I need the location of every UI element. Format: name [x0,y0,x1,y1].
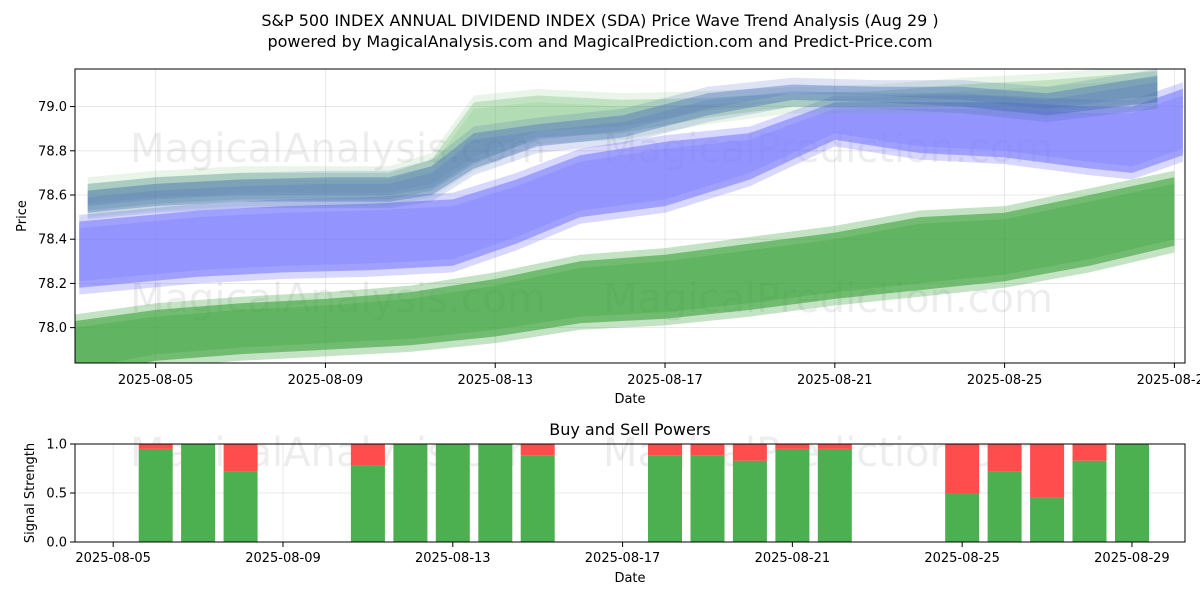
x-tick-label: 2025-08-05 [75,551,151,566]
y-tick-label: 79.0 [38,100,67,115]
sell-bar [987,444,1022,472]
y-tick-label: 78.4 [38,233,67,248]
signal-chart-title: Buy and Sell Powers [549,420,711,439]
buy-bar [732,460,767,542]
y-tick-label: 78.6 [38,189,67,204]
buy-bar [945,493,980,542]
buy-bar [138,448,173,542]
x-tick-label: 2025-08-21 [755,551,831,566]
x-tick-label: 2025-08-29 [1094,551,1170,566]
x-tick-label: 2025-08-09 [245,551,321,566]
x-tick-label: 2025-08-17 [627,373,703,388]
y-tick-label: 78.8 [38,144,67,159]
blue-prediction-band-variant [79,82,1183,282]
x-tick-label: 2025-08-13 [415,551,491,566]
x-tick-label: 2025-08-13 [457,373,533,388]
signal-x-ticks: 2025-08-05 2025-08-09 2025-08-13 2025-08-17… [75,542,1170,566]
signal-bars [138,444,1149,542]
sell-bar [775,444,810,449]
y-tick-label: 0.5 [46,487,67,502]
buy-bar [775,448,810,542]
green-prediction-band [75,177,1175,363]
sell-bar [520,444,555,456]
blue-wave-cluster-variant [87,69,1158,207]
x-tick-label: 2025-08-17 [585,551,661,566]
price-bands [75,69,1183,363]
green-prediction-band-variant [75,170,1175,363]
buy-bar [817,448,852,542]
sell-bar [350,444,385,466]
buy-bar [435,444,470,542]
price-x-ticks: 2025-08-05 2025-08-09 2025-08-13 2025-08-17… [118,363,1200,388]
green-wave-cluster [87,71,1158,211]
price-y-ticks: 78.0 78.2 78.4 78.6 78.8 79.0 [38,100,75,336]
green-prediction-band-variant [75,183,1175,363]
buy-bar [478,444,513,542]
signal-y-ticks: 0.0 0.5 1.0 [46,438,75,551]
price-chart: MagicalAnalysis.com MagicalPrediction.co… [15,68,1200,407]
chart-title-line1: S&P 500 INDEX ANNUAL DIVIDEND INDEX (SDA… [261,11,938,30]
sell-bar [648,444,682,456]
sell-bar [1072,444,1107,461]
buy-bar [520,455,555,542]
buy-bar [987,471,1022,542]
y-tick-label: 1.0 [46,438,67,453]
buy-bar [223,471,258,542]
sell-bar [1030,444,1065,498]
green-wave-cluster-variant [87,69,1158,204]
buy-bar [1072,460,1107,542]
chart-title-line2: powered by MagicalAnalysis.com and Magic… [267,32,932,51]
green-wave-cluster-variant [87,77,1158,218]
buy-bar [1030,497,1065,542]
x-tick-label: 2025-08-05 [118,373,194,388]
x-tick-label: 2025-08-21 [797,373,873,388]
signal-y-axis-label: Signal Strength [23,443,38,543]
blue-wave-cluster [87,75,1158,213]
sell-bar [732,444,767,461]
buy-bar [393,444,428,542]
price-y-axis-label: Price [15,200,30,232]
price-plot-frame [74,68,1186,364]
buy-bar [648,455,682,542]
watermark: MagicalAnalysis.com [130,126,546,172]
x-tick-label: 2025-08-25 [924,551,1000,566]
sell-bar [945,444,980,493]
x-tick-label: 2025-08-09 [288,373,364,388]
sell-bar [138,444,173,449]
signal-x-axis-label: Date [614,571,645,586]
price-x-axis-label: Date [614,392,645,407]
signal-chart: Buy and Sell Powers MagicalAnalysis.com … [23,420,1186,586]
buy-bar [181,444,216,542]
blue-prediction-band-variant [79,95,1183,295]
y-tick-label: 0.0 [46,536,67,551]
blue-prediction-band [79,88,1183,288]
buy-bar [690,455,725,542]
x-tick-label: 2025-08-25 [967,373,1043,388]
sell-bar [223,444,258,472]
y-tick-label: 78.0 [38,321,67,336]
y-tick-label: 78.2 [38,277,67,292]
sell-bar [690,444,725,456]
buy-bar [350,465,385,542]
blue-wave-cluster-variant [87,82,1158,220]
x-tick-label: 2025-08-29 [1137,373,1200,388]
sell-bar [817,444,852,449]
buy-bar [1115,444,1149,542]
